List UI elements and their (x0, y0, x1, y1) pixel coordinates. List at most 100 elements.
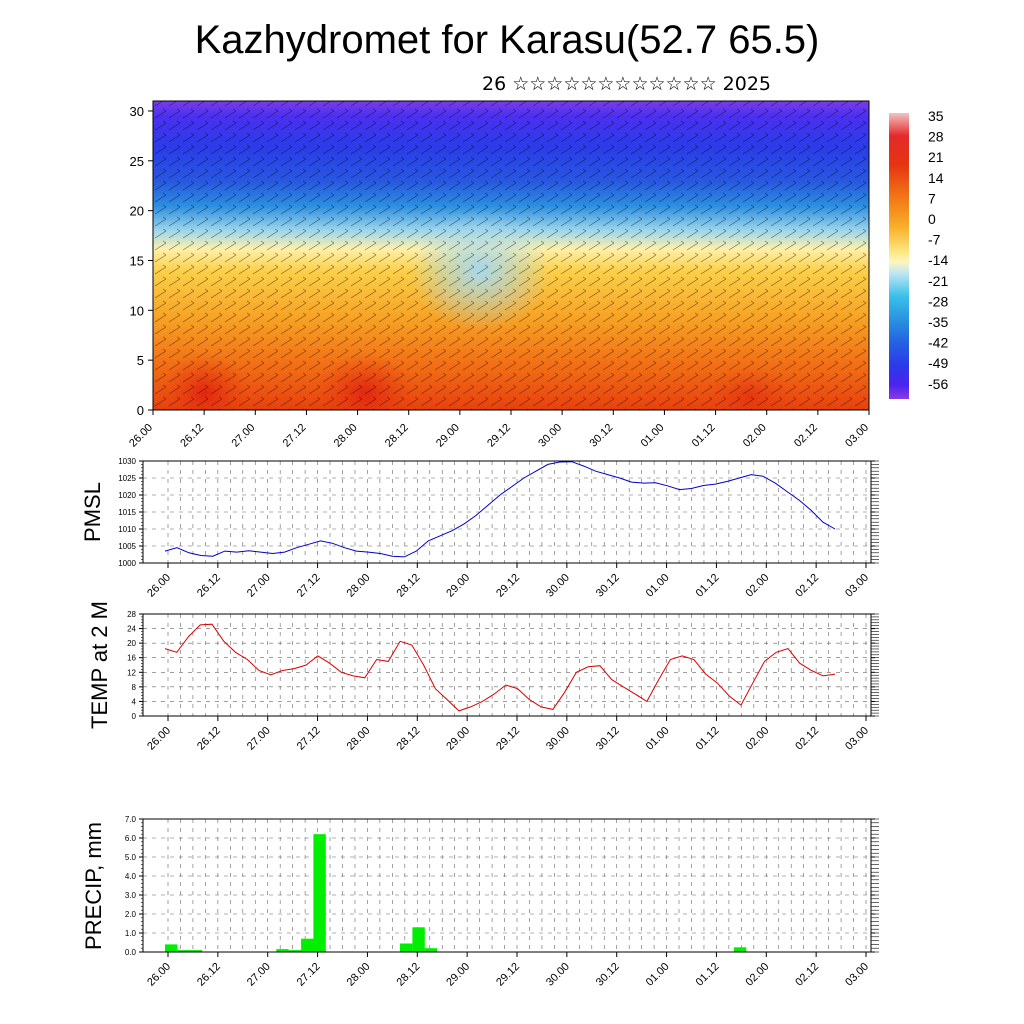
x-tick-label: 26.12 (195, 961, 223, 989)
x-tick-label: 01.00 (644, 961, 672, 989)
x-tick-label: 26.12 (195, 725, 223, 753)
x-tick-label: 27.00 (245, 961, 273, 989)
cross-section-x-axis: 26.00 26.12 27.00 27.12 28.00 28.12 29.00 29.12… (127, 410, 871, 450)
temp-frame (142, 613, 872, 717)
colorbar-label: 21 (928, 149, 944, 165)
y-tick-label: 28 (127, 610, 136, 619)
y-tick-label: 7.0 (125, 815, 137, 824)
temp-y-label: TEMP at 2 M (87, 601, 112, 729)
pmsl-y-label: PMSL (80, 482, 105, 542)
precip-y-label: PRECIP, mm (81, 822, 106, 950)
y-tick-label: 2.0 (125, 910, 137, 919)
y-tick-label: 1015 (118, 508, 136, 517)
precip-bar (165, 944, 178, 952)
y-tick-label: 5 (137, 353, 144, 368)
x-tick-label: 02.12 (793, 572, 821, 600)
precip-panel: 0.0 1.0 2.0 3.0 4.0 5.0 6.0 7.0 26.00 26.12 27.00 2… (81, 815, 879, 989)
y-tick-label: 1025 (118, 474, 136, 483)
colorbar: 35 28 21 14 7 0 -7 -14 -21 -28 -35 -42 -49 -56 (889, 108, 948, 399)
x-tick-label: 01.12 (694, 572, 722, 600)
cross-section-y-axis: 0 5 10 15 20 25 30 (130, 104, 153, 418)
x-tick-label: 29.00 (444, 572, 472, 600)
y-tick-label: 1020 (118, 491, 136, 500)
x-tick-label: 26.00 (145, 961, 173, 989)
colorbar-label: 35 (928, 108, 944, 124)
x-tick-label: 30.00 (536, 422, 564, 450)
temp-series-line (164, 623, 836, 712)
colorbar-label: -14 (928, 252, 948, 268)
colorbar-label: -21 (928, 273, 948, 289)
y-tick-label: 20 (130, 204, 144, 219)
x-tick-label: 27.00 (229, 422, 257, 450)
x-tick-label: 01.00 (644, 725, 672, 753)
y-tick-label: 12 (127, 668, 136, 677)
y-tick-label: 24 (127, 625, 136, 634)
y-tick-label: 0.0 (125, 948, 137, 957)
x-tick-label: 02.00 (743, 961, 771, 989)
y-tick-label: 4 (132, 697, 137, 706)
temp-axes: 0 4 8 12 16 20 24 28 26.00 26.12 27.00 27.12 28.00 28… (127, 610, 879, 753)
x-tick-label: 02.12 (793, 961, 821, 989)
x-tick-label: 03.00 (843, 961, 871, 989)
x-tick-label: 28.00 (345, 961, 373, 989)
x-tick-label: 03.00 (843, 572, 871, 600)
x-tick-label: 30.12 (594, 725, 622, 753)
precip-bar (733, 947, 747, 953)
x-tick-label: 27.00 (245, 572, 273, 600)
y-tick-label: 25 (130, 154, 144, 169)
y-tick-label: 0 (132, 712, 137, 721)
y-tick-label: 1030 (118, 457, 136, 466)
x-tick-label: 03.00 (843, 422, 871, 450)
x-tick-label: 26.00 (127, 422, 155, 450)
colorbar-label: 28 (928, 129, 944, 145)
x-tick-label: 30.12 (587, 422, 615, 450)
x-tick-label: 30.00 (544, 572, 572, 600)
x-tick-label: 29.00 (444, 725, 472, 753)
x-tick-label: 29.12 (494, 725, 522, 753)
y-tick-label: 5.0 (125, 853, 137, 862)
x-tick-label: 27.12 (281, 422, 309, 450)
wind-barbs (153, 101, 869, 410)
x-tick-label: 30.00 (544, 961, 572, 989)
y-tick-label: 1010 (118, 525, 136, 534)
temp-grid (143, 613, 871, 717)
colorbar-label: -7 (928, 232, 941, 248)
x-tick-label: 02.00 (743, 572, 771, 600)
x-tick-label: 30.12 (594, 961, 622, 989)
x-tick-label: 01.12 (690, 422, 718, 450)
x-tick-label: 28.12 (383, 422, 411, 450)
x-tick-label: 28.00 (332, 422, 360, 450)
pmsl-axes: 1000 1005 1010 1015 1020 1025 1030 26.00 26.12 27… (118, 457, 879, 600)
precip-grid (143, 818, 871, 953)
y-tick-label: 1005 (118, 542, 136, 551)
precip-bars (165, 834, 747, 953)
chart-subtitle: 26 ☆☆☆☆☆☆☆☆☆☆☆☆ 2025 (482, 73, 772, 95)
x-tick-label: 26.12 (178, 422, 206, 450)
colorbar-label: -28 (928, 293, 948, 309)
x-tick-label: 26.00 (145, 725, 173, 753)
precip-bar (400, 943, 413, 952)
x-tick-label: 29.00 (444, 961, 472, 989)
x-tick-label: 26.12 (195, 572, 223, 600)
y-tick-label: 0 (137, 403, 144, 418)
y-tick-label: 8 (132, 683, 137, 692)
x-tick-label: 01.00 (639, 422, 667, 450)
precip-bar (177, 950, 190, 952)
y-tick-label: 15 (130, 253, 144, 268)
colorbar-labels: 35 28 21 14 7 0 -7 -14 -21 -28 -35 -42 -49 -56 (928, 108, 948, 392)
x-tick-label: 30.00 (544, 725, 572, 753)
x-tick-label: 03.00 (843, 725, 871, 753)
y-tick-label: 1.0 (125, 929, 137, 938)
x-tick-label: 02.00 (741, 422, 769, 450)
x-tick-label: 27.12 (295, 961, 323, 989)
y-tick-label: 30 (130, 104, 144, 119)
x-tick-label: 29.00 (434, 422, 462, 450)
x-tick-label: 28.00 (345, 725, 373, 753)
x-tick-label: 02.00 (743, 725, 771, 753)
precip-bar (288, 950, 302, 952)
x-tick-label: 28.12 (394, 572, 422, 600)
colorbar-label: 7 (928, 190, 936, 206)
temp-panel: 0 4 8 12 16 20 24 28 26.00 26.12 27.00 27.12 28.00 28… (87, 601, 879, 753)
y-tick-label: 10 (130, 303, 144, 318)
